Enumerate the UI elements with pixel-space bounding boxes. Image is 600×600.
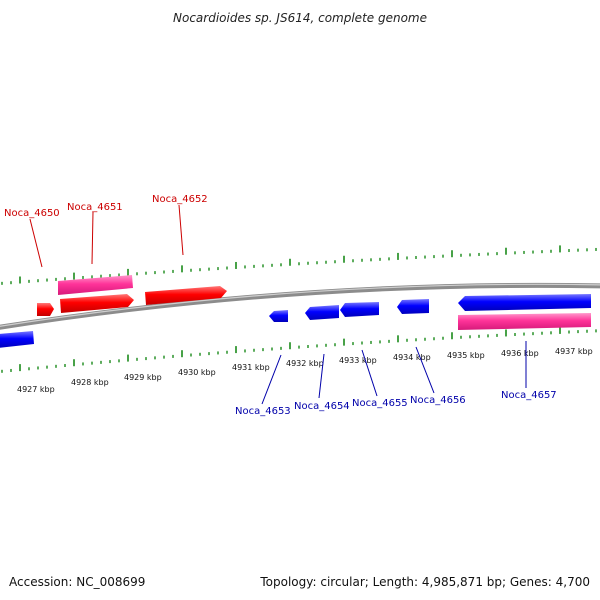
genome-backbone: [0, 282, 600, 330]
gene-noca-4657-rna[interactable]: [458, 313, 591, 330]
leader-line-noca-4651: [91, 211, 94, 265]
leader-line-noca-4650: [29, 218, 43, 268]
tick-label-4935: 4935 kbp: [447, 351, 485, 360]
gene-noca-4651[interactable]: [60, 294, 134, 313]
upper-tick-track: [1, 245, 597, 285]
leader-line-noca-4652: [178, 204, 184, 256]
tick-label-4933: 4933 kbp: [339, 356, 377, 365]
label-noca-4657[interactable]: Noca_4657: [501, 390, 557, 401]
map-title: Nocardioides sp. JS614, complete genome: [173, 11, 427, 25]
gene-noca-4656[interactable]: [397, 299, 429, 314]
scale-labels: 4927 kbp 4928 kbp 4929 kbp 4930 kbp 4931…: [17, 347, 593, 394]
gene-noca-4650[interactable]: [37, 303, 54, 316]
gene-noca-4657[interactable]: [458, 294, 591, 311]
tick-label-4937: 4937 kbp: [555, 347, 593, 356]
lower-tick-track: [1, 326, 597, 373]
tick-label-4928: 4928 kbp: [71, 378, 109, 387]
genome-summary-text: Topology: circular; Length: 4,985,871 bp…: [260, 575, 590, 589]
leader-line-noca-4656: [415, 346, 435, 394]
label-noca-4652[interactable]: Noca_4652: [152, 194, 208, 205]
gene-noca-4652[interactable]: [145, 286, 227, 305]
label-noca-4651[interactable]: Noca_4651: [67, 202, 123, 213]
gene-noca-4651-rna[interactable]: [58, 275, 133, 295]
gene-noca-4654[interactable]: [305, 305, 339, 320]
accession-text: Accession: NC_008699: [9, 575, 146, 589]
gene-noca-4655[interactable]: [340, 302, 379, 317]
tick-label-4929: 4929 kbp: [124, 373, 162, 382]
tick-label-4927: 4927 kbp: [17, 385, 55, 394]
label-noca-4653[interactable]: Noca_4653: [235, 406, 291, 417]
gene-noca-4653[interactable]: [269, 310, 288, 322]
tick-label-4931: 4931 kbp: [232, 363, 270, 372]
forward-gene-labels: Noca_4650 Noca_4651 Noca_4652: [4, 194, 208, 268]
leader-line-noca-4654: [318, 353, 325, 399]
leader-line-noca-4653: [261, 354, 282, 405]
forward-genes: [37, 275, 227, 316]
leader-line-noca-4655: [361, 349, 378, 397]
label-noca-4650[interactable]: Noca_4650: [4, 208, 60, 219]
tick-label-4932: 4932 kbp: [286, 359, 324, 368]
label-noca-4655[interactable]: Noca_4655: [352, 398, 408, 409]
tick-label-4934: 4934 kbp: [393, 353, 431, 362]
label-noca-4656[interactable]: Noca_4656: [410, 395, 466, 406]
reverse-genes: [0, 294, 591, 348]
reverse-gene-labels: Noca_4653 Noca_4654 Noca_4655 Noca_4656 …: [235, 341, 557, 417]
tick-label-4936: 4936 kbp: [501, 349, 539, 358]
tick-label-4930: 4930 kbp: [178, 368, 216, 377]
label-noca-4654[interactable]: Noca_4654: [294, 401, 350, 412]
gene-reverse-left-edge[interactable]: [0, 331, 34, 348]
